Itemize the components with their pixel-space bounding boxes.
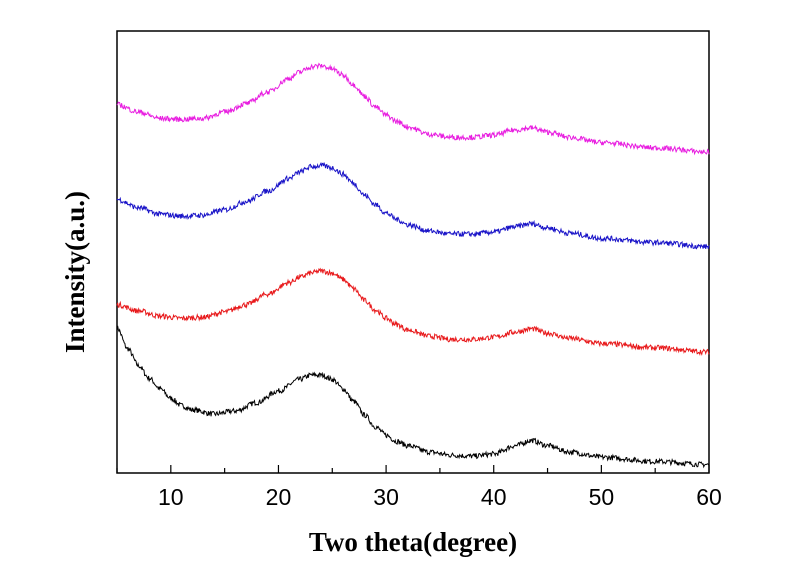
y-axis-title: Intensity(a.u.): [60, 191, 90, 353]
series-line-4: [116, 62, 710, 156]
x-tick-label: 40: [481, 484, 507, 510]
series-layer: [116, 62, 710, 469]
plot-frame: [116, 30, 710, 474]
series-line-2: [116, 267, 710, 357]
series-line-3: [116, 161, 710, 250]
x-tick-label: 20: [266, 484, 292, 510]
x-axis-title: Two theta(degree): [309, 527, 517, 557]
x-tick-label: 30: [373, 484, 399, 510]
x-ticks: 10 20 30 40 50 60: [116, 465, 722, 510]
x-tick-label: 50: [589, 484, 615, 510]
x-tick-label: 60: [696, 484, 722, 510]
series-line-1: [116, 325, 710, 469]
x-tick-label: 10: [158, 484, 184, 510]
